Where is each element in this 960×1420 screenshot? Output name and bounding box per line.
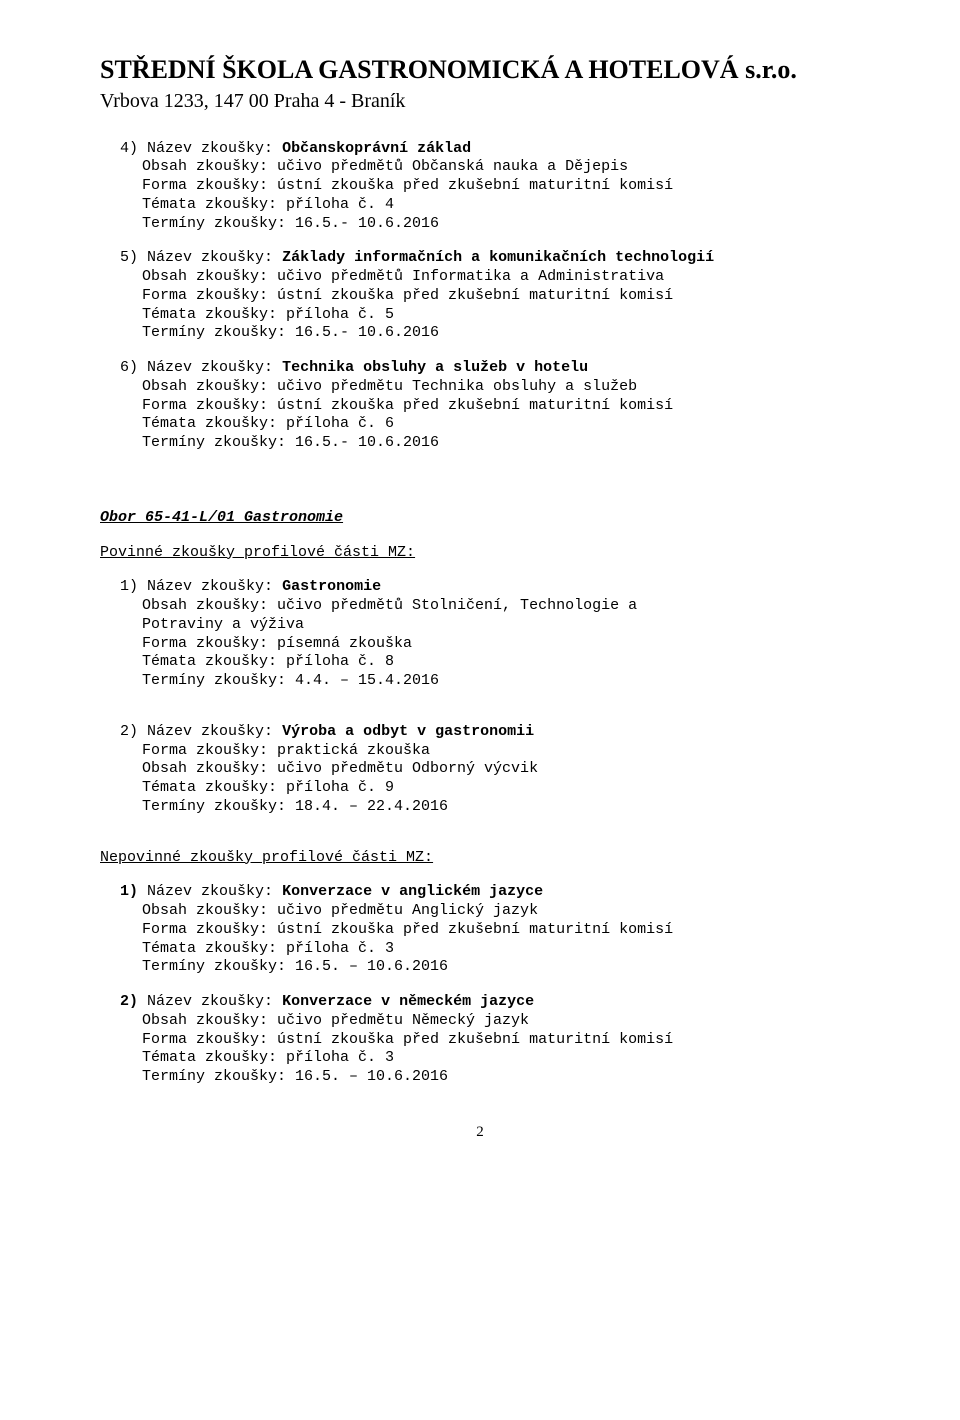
exam-item-title: 4) Název zkoušky: Občanskoprávní základ [142, 140, 860, 159]
item-line: Potraviny a výživa [142, 616, 860, 635]
item-line: Termíny zkoušky: 18.4. – 22.4.2016 [142, 798, 860, 817]
exam-item: 4) Název zkoušky: Občanskoprávní základ … [100, 140, 860, 234]
item-number: 4) [120, 140, 138, 157]
item-line: Forma zkoušky: ústní zkouška před zkušeb… [142, 1031, 860, 1050]
item-title-label: Název zkoušky: [147, 578, 282, 595]
item-title-value: Základy informačních a komunikačních tec… [282, 249, 714, 266]
item-title-value: Technika obsluhy a služeb v hotelu [282, 359, 588, 376]
exam-item-title: 6) Název zkoušky: Technika obsluhy a slu… [142, 359, 860, 378]
item-number: 5) [120, 249, 138, 266]
item-line: Témata zkoušky: příloha č. 6 [142, 415, 860, 434]
item-line: Forma zkoušky: ústní zkouška před zkušeb… [142, 397, 860, 416]
exam-item-title: 5) Název zkoušky: Základy informačních a… [142, 249, 860, 268]
item-title-label: Název zkoušky: [147, 723, 282, 740]
item-title-label: Název zkoušky: [147, 993, 282, 1010]
section-heading: Obor 65-41-L/01 Gastronomie [100, 509, 860, 528]
exam-item-title: 1) Název zkoušky: Gastronomie [142, 578, 860, 597]
item-line: Témata zkoušky: příloha č. 3 [142, 1049, 860, 1068]
item-number: 2) [120, 723, 138, 740]
item-line: Obsah zkoušky: učivo předmětů Informatik… [142, 268, 860, 287]
item-title-label: Název zkoušky: [147, 883, 282, 900]
item-line: Termíny zkoušky: 16.5.- 10.6.2016 [142, 434, 860, 453]
exam-item: 1) Název zkoušky: Konverzace v anglickém… [100, 883, 860, 977]
exam-item-title: 1) Název zkoušky: Konverzace v anglickém… [142, 883, 860, 902]
exam-item: 2) Název zkoušky: Výroba a odbyt v gastr… [100, 723, 860, 817]
item-line: Forma zkoušky: písemná zkouška [142, 635, 860, 654]
sub-heading: Nepovinné zkoušky profilové části MZ: [100, 849, 860, 868]
item-line: Forma zkoušky: ústní zkouška před zkušeb… [142, 921, 860, 940]
exam-item-title: 2) Název zkoušky: Výroba a odbyt v gastr… [142, 723, 860, 742]
item-line: Forma zkoušky: ústní zkouška před zkušeb… [142, 177, 860, 196]
item-line: Témata zkoušky: příloha č. 8 [142, 653, 860, 672]
item-line: Témata zkoušky: příloha č. 3 [142, 940, 860, 959]
item-line: Témata zkoušky: příloha č. 9 [142, 779, 860, 798]
item-line: Forma zkoušky: praktická zkouška [142, 742, 860, 761]
item-title-label: Název zkoušky: [147, 249, 282, 266]
item-title-value: Konverzace v anglickém jazyce [282, 883, 543, 900]
item-line: Termíny zkoušky: 16.5. – 10.6.2016 [142, 958, 860, 977]
item-number: 2) [120, 993, 138, 1010]
page-subtitle: Vrbova 1233, 147 00 Praha 4 - Braník [100, 89, 860, 114]
item-title-value: Gastronomie [282, 578, 381, 595]
item-number: 6) [120, 359, 138, 376]
item-line: Obsah zkoušky: učivo předmětů Občanská n… [142, 158, 860, 177]
item-line: Forma zkoušky: ústní zkouška před zkušeb… [142, 287, 860, 306]
item-line: Obsah zkoušky: učivo předmětu Odborný vý… [142, 760, 860, 779]
item-title-value: Konverzace v německém jazyce [282, 993, 534, 1010]
item-title-value: Občanskoprávní základ [282, 140, 471, 157]
item-line: Témata zkoušky: příloha č. 4 [142, 196, 860, 215]
item-title-label: Název zkoušky: [147, 140, 282, 157]
item-number: 1) [120, 883, 138, 900]
item-line: Termíny zkoušky: 16.5. – 10.6.2016 [142, 1068, 860, 1087]
exam-item: 1) Název zkoušky: Gastronomie Obsah zkou… [100, 578, 860, 691]
item-title-label: Název zkoušky: [147, 359, 282, 376]
item-number: 1) [120, 578, 138, 595]
item-line: Témata zkoušky: příloha č. 5 [142, 306, 860, 325]
exam-item-title: 2) Název zkoušky: Konverzace v německém … [142, 993, 860, 1012]
exam-item: 5) Název zkoušky: Základy informačních a… [100, 249, 860, 343]
item-line: Termíny zkoušky: 16.5.- 10.6.2016 [142, 215, 860, 234]
item-line: Obsah zkoušky: učivo předmětu Technika o… [142, 378, 860, 397]
item-line: Obsah zkoušky: učivo předmětů Stolničení… [142, 597, 860, 616]
item-line: Termíny zkoušky: 4.4. – 15.4.2016 [142, 672, 860, 691]
page-title: STŘEDNÍ ŠKOLA GASTRONOMICKÁ A HOTELOVÁ s… [100, 54, 860, 87]
page-number: 2 [100, 1123, 860, 1142]
item-line: Obsah zkoušky: učivo předmětu Německý ja… [142, 1012, 860, 1031]
item-title-value: Výroba a odbyt v gastronomii [282, 723, 534, 740]
sub-heading: Povinné zkoušky profilové části MZ: [100, 544, 860, 563]
item-line: Obsah zkoušky: učivo předmětu Anglický j… [142, 902, 860, 921]
item-line: Termíny zkoušky: 16.5.- 10.6.2016 [142, 324, 860, 343]
exam-item: 2) Název zkoušky: Konverzace v německém … [100, 993, 860, 1087]
exam-item: 6) Název zkoušky: Technika obsluhy a slu… [100, 359, 860, 453]
